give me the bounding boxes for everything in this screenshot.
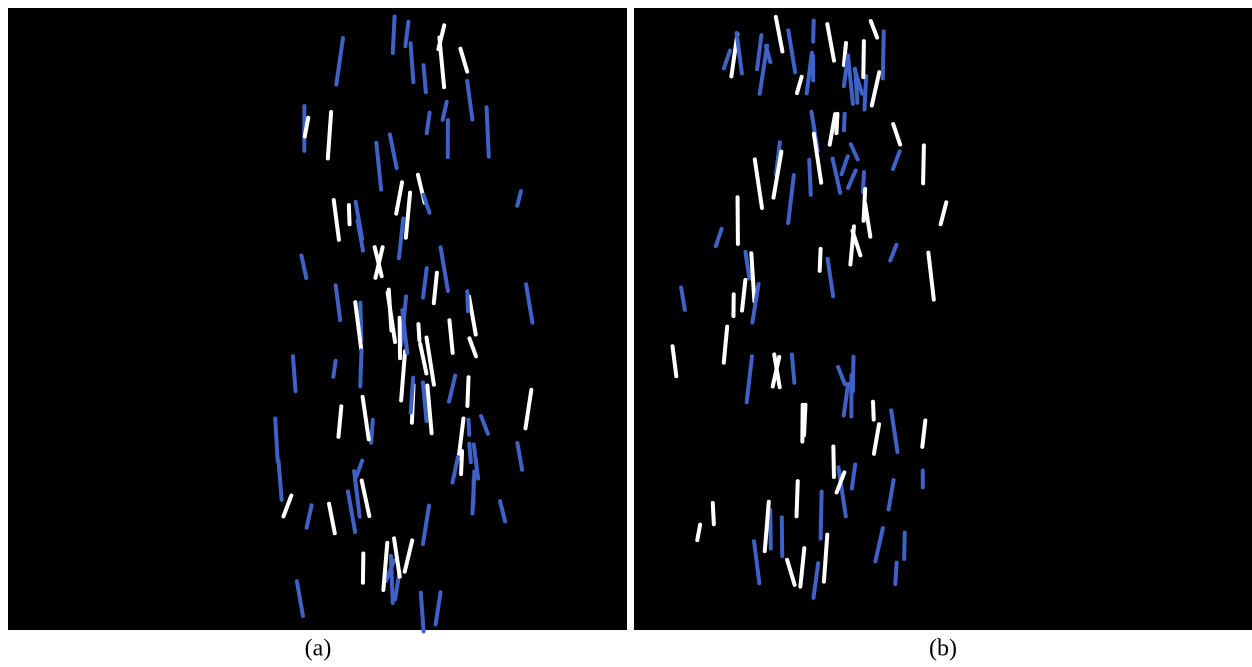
blue-streak (844, 114, 845, 130)
white-streak (864, 189, 866, 221)
blue-streak (468, 420, 469, 436)
white-streak (467, 377, 468, 406)
white-streak (713, 503, 714, 524)
white-streak (697, 525, 700, 540)
white-streak (833, 446, 834, 477)
white-streak (863, 41, 864, 77)
blue-streak (904, 533, 905, 559)
blue-streak (421, 593, 424, 632)
blue-streak (371, 420, 373, 444)
blue-streak (472, 471, 474, 513)
blue-streak (411, 378, 413, 413)
blue-streak (293, 356, 296, 391)
blue-streak (275, 419, 277, 463)
blue-streak (809, 160, 811, 196)
white-streak (338, 406, 341, 436)
blue-streak (895, 563, 896, 584)
blue-streak (792, 354, 794, 382)
white-streak (820, 249, 821, 271)
blue-streak (487, 107, 489, 156)
white-streak (804, 405, 805, 436)
white-streak (797, 481, 798, 516)
blue-streak (821, 492, 822, 539)
white-streak (873, 402, 874, 420)
panel-image (634, 8, 1252, 630)
blue-streak (883, 31, 884, 78)
blue-streak (469, 444, 471, 462)
blue-streak (424, 65, 426, 93)
blue-streak (813, 20, 814, 41)
white-streak (461, 451, 462, 474)
blue-streak (393, 17, 395, 53)
white-streak (418, 324, 419, 340)
white-streak (923, 145, 924, 183)
figure: (a) (b) (0, 0, 1252, 667)
blue-streak (770, 510, 771, 548)
blue-streak (360, 350, 361, 386)
blue-streak (467, 291, 468, 311)
panel-image (8, 8, 627, 630)
blue-streak (864, 76, 866, 109)
blue-streak (333, 361, 335, 377)
page: {"panels": [{"caption": "(a)"}, {"captio… (0, 0, 1252, 667)
caption: (b) (929, 636, 957, 662)
white-streak (349, 205, 350, 224)
caption: (a) (305, 636, 332, 662)
